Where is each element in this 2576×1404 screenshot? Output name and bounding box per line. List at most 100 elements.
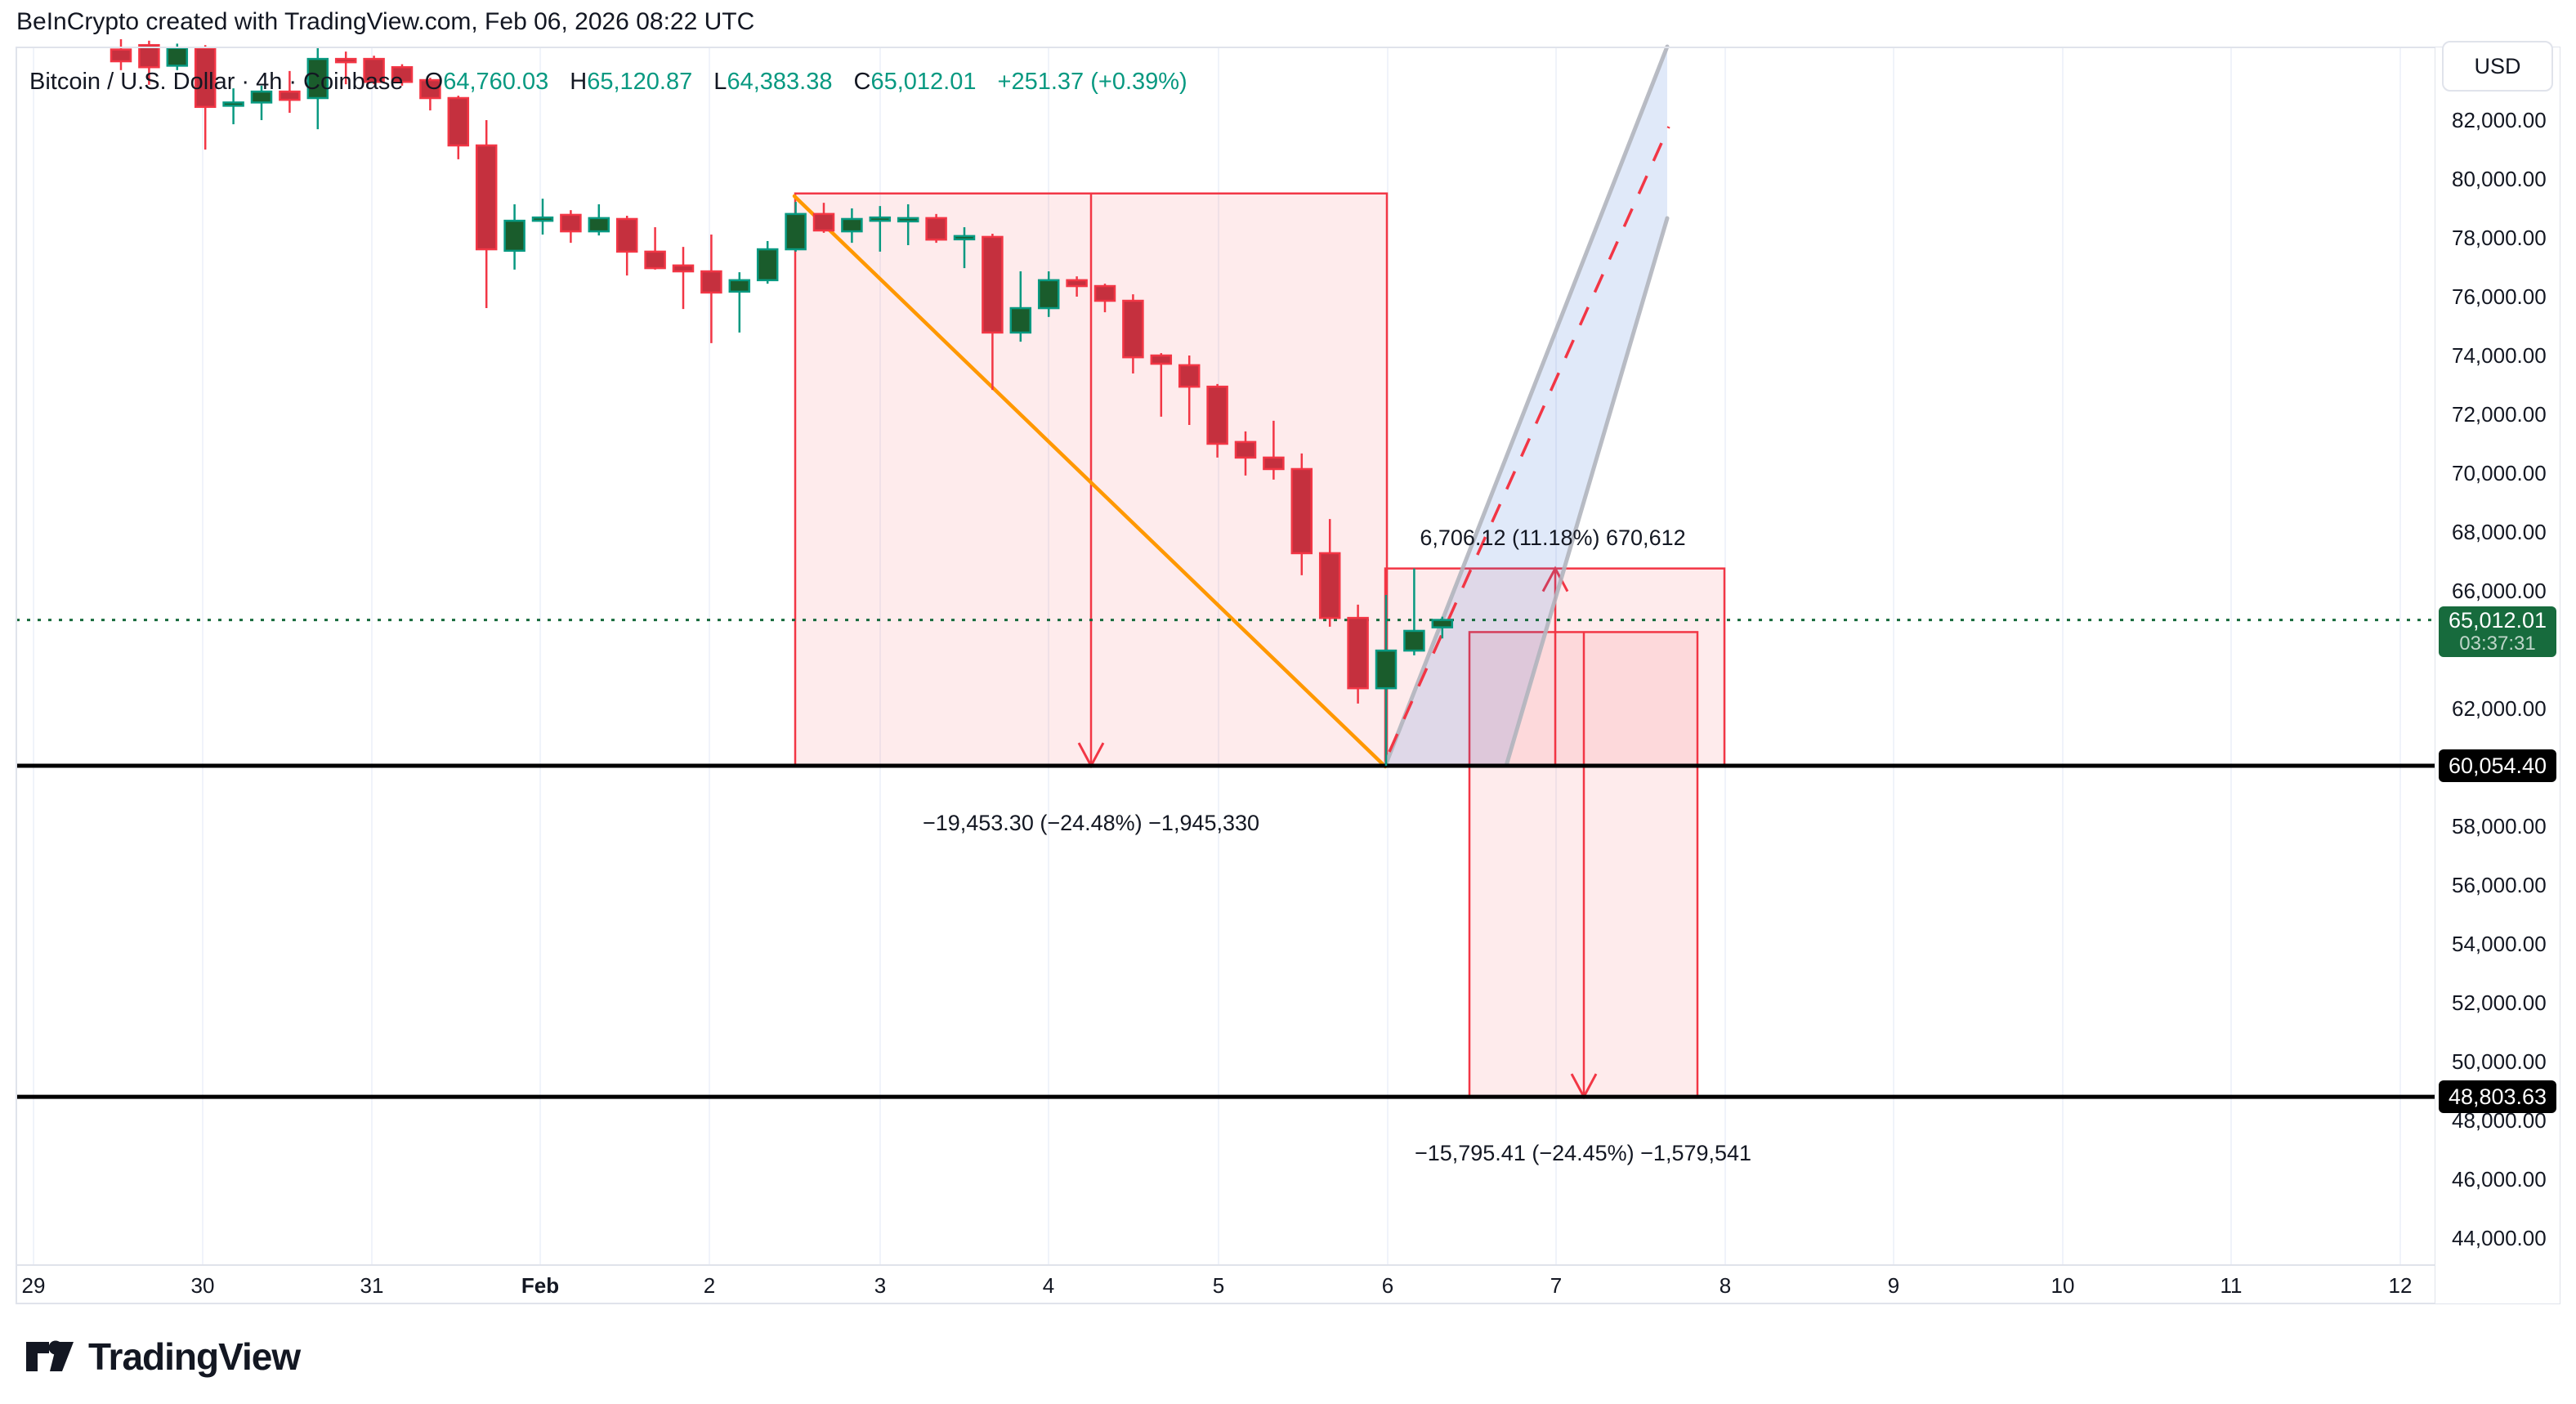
measurement-label-3: −15,795.41 (−24.45%) −1,579,541 (1415, 1141, 1751, 1165)
time-axis-label: 29 (21, 1273, 46, 1298)
legend-high-label: H (570, 69, 588, 95)
level-price-badge: 60,054.40 (2439, 749, 2556, 783)
channel-border-2 (1504, 216, 1670, 768)
price-tick-label: 54,000.00 (2452, 932, 2547, 956)
candle-body (306, 57, 329, 100)
price-tick-label: 72,000.00 (2452, 402, 2547, 427)
symbol-legend[interactable]: Bitcoin / U.S. Dollar · 4h · Coinbase O64,76… (29, 69, 1187, 96)
legend-exchange: Coinbase (303, 69, 404, 95)
candle-body (982, 235, 1004, 334)
tradingview-logo[interactable]: TradingView (25, 1332, 301, 1381)
currency-button[interactable]: USD (2442, 41, 2553, 92)
candle-body (672, 264, 695, 273)
price-tick-label: 46,000.00 (2452, 1167, 2547, 1192)
legend-separator: · (241, 69, 250, 95)
time-axis-label: 31 (360, 1273, 384, 1298)
candle-body (644, 250, 666, 270)
candle-body (1122, 299, 1144, 359)
candle-body (1403, 629, 1425, 652)
candle-body (447, 96, 470, 147)
widget-frame (16, 47, 2560, 1304)
channel-dashed-centerline (1388, 126, 1670, 753)
time-axis-label: 30 (190, 1273, 215, 1298)
candle-body (615, 217, 638, 253)
candle-body (841, 217, 863, 233)
candle-body (925, 217, 947, 241)
attribution-text: BeInCrypto created with TradingView.com,… (16, 8, 755, 35)
time-axis-label: 8 (1719, 1273, 1732, 1298)
time-axis-label: 10 (2051, 1273, 2075, 1298)
time-axis-label: 5 (1212, 1273, 1225, 1298)
candle-body (475, 144, 498, 251)
candle-body (1037, 279, 1060, 310)
legend-high-value: 65,120.87 (587, 69, 693, 95)
price-tick-label: 66,000.00 (2452, 579, 2547, 603)
candle-body (250, 90, 273, 104)
candle-body (1206, 385, 1228, 445)
time-axis-label: 11 (2220, 1273, 2243, 1298)
candle-body (503, 219, 525, 253)
candle-body (222, 101, 244, 107)
legend-close-label: C (853, 69, 871, 95)
price-tick-label: 44,000.00 (2452, 1226, 2547, 1250)
candle-body (1150, 354, 1173, 365)
legend-interval: 4h (256, 69, 283, 95)
legend-low-value: 64,383.38 (727, 69, 833, 95)
tradingview-logo-icon (26, 1340, 74, 1371)
measurement-label-1: −19,453.30 (−24.48%) −1,945,330 (923, 811, 1259, 835)
candle-body (1375, 649, 1398, 690)
price-tick-label: 52,000.00 (2452, 990, 2547, 1015)
time-axis-label: 6 (1381, 1273, 1394, 1298)
candle-body (1066, 279, 1088, 288)
level-price-badge: 48,803.63 (2439, 1080, 2556, 1114)
candle-body (756, 248, 779, 282)
candle-body (700, 270, 722, 294)
candle-body (138, 43, 160, 69)
time-axis-label: 3 (874, 1273, 887, 1298)
bar-countdown: 03:37:31 (2459, 633, 2536, 655)
time-axis-label: 4 (1042, 1273, 1055, 1298)
legend-separator: · (288, 69, 297, 95)
legend-open-label: O (424, 69, 444, 95)
legend-low-label: L (713, 69, 727, 95)
price-tick-label: 76,000.00 (2452, 284, 2547, 309)
price-tick-label: 50,000.00 (2452, 1049, 2547, 1074)
time-axis-label: Feb (521, 1273, 560, 1298)
legend-close-value: 65,012.01 (870, 69, 977, 95)
trendline-orange[interactable] (792, 194, 1388, 769)
legend-symbol: Bitcoin / U.S. Dollar (29, 69, 235, 95)
time-axis-label: 12 (2388, 1273, 2413, 1298)
price-tick-label: 56,000.00 (2452, 873, 2547, 897)
candle-body (279, 90, 301, 101)
candle-body (531, 216, 554, 222)
time-axis-label: 2 (703, 1273, 716, 1298)
price-tick-label: 82,000.00 (2452, 108, 2547, 132)
candle-body (194, 47, 217, 109)
candle-body (785, 212, 807, 251)
candle-body (812, 212, 835, 232)
time-axis-label: 7 (1550, 1273, 1563, 1298)
time-axis[interactable]: 29 30 31 Feb 2 3 4 5 6 7 8 9 10 11 12 (0, 1265, 2576, 1303)
candle-body (1290, 467, 1313, 555)
candle-body (1178, 364, 1201, 388)
price-tick-label: 62,000.00 (2452, 696, 2547, 721)
candle-body (166, 47, 189, 67)
candle-body (953, 235, 976, 241)
candle-body (869, 216, 892, 222)
price-tick-label: 68,000.00 (2452, 520, 2547, 544)
price-tick-label: 78,000.00 (2452, 226, 2547, 250)
measurement-label-2: 6,706.12 (11.18%) 670,612 (1420, 525, 1685, 550)
candle-body (728, 279, 751, 293)
legend-change: +251.37 (+0.39%) (997, 69, 1187, 95)
tradingview-logo-text: TradingView (88, 1335, 301, 1378)
candle-body (110, 48, 132, 63)
price-tick-label: 74,000.00 (2452, 343, 2547, 368)
candle-body (560, 213, 582, 233)
price-scale[interactable]: USD 82,000.00 80,000.00 78,000.00 76,000.00… (2435, 41, 2560, 1303)
last-price-value: 65,012.01 (2448, 608, 2547, 633)
candle-body (588, 217, 610, 233)
measurement-arrowhead-2 (1541, 566, 1569, 592)
time-axis-label: 9 (1887, 1273, 1900, 1298)
